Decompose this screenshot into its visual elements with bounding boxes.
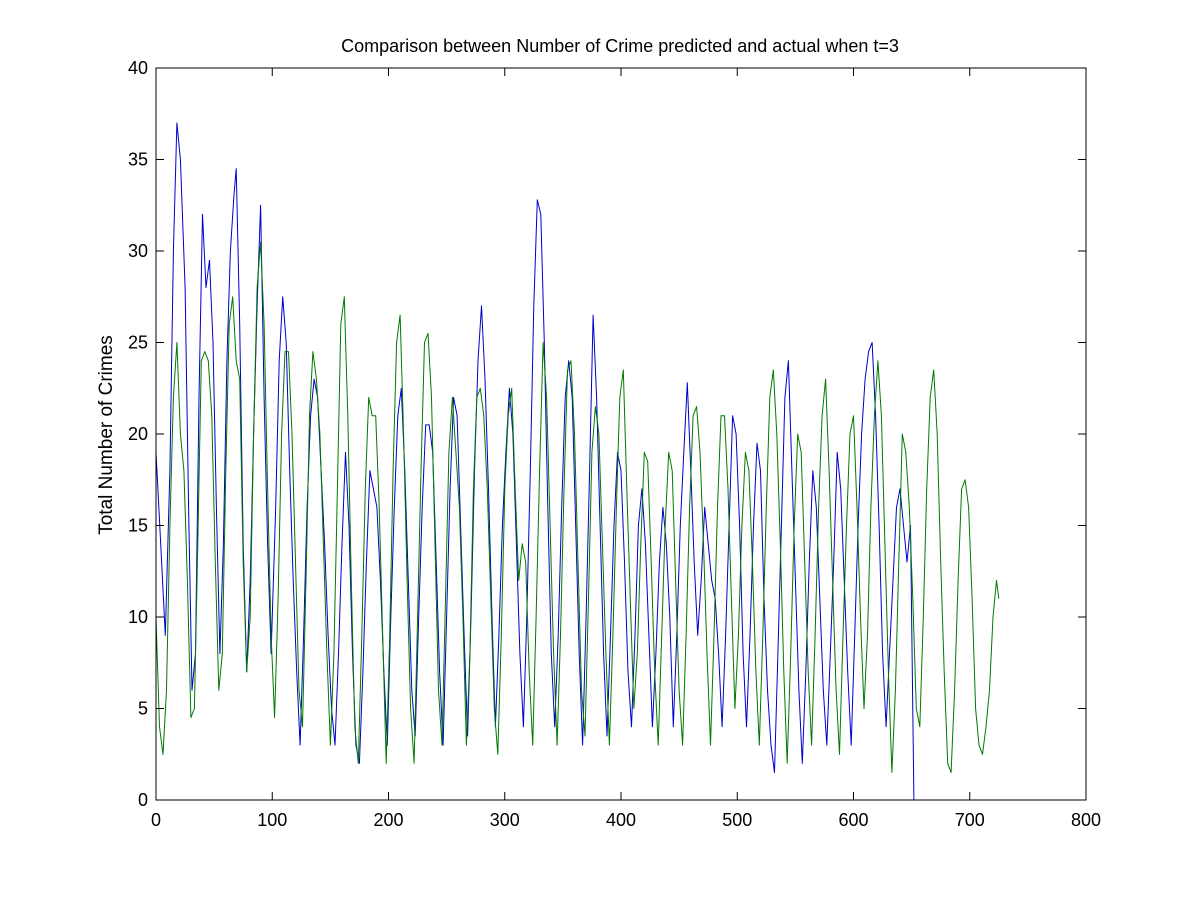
series-layer: [155, 122, 1000, 801]
x-tick-label: 600: [838, 810, 868, 830]
x-tick-label: 200: [373, 810, 403, 830]
y-tick-label: 35: [128, 150, 148, 170]
y-tick-label: 20: [128, 424, 148, 444]
y-tick-label: 10: [128, 607, 148, 627]
y-tick-label: 5: [138, 699, 148, 719]
y-tick-label: 30: [128, 241, 148, 261]
x-tick-label: 700: [955, 810, 985, 830]
y-tick-label: 15: [128, 516, 148, 536]
y-tick-label: 25: [128, 333, 148, 353]
x-tick-label: 800: [1071, 810, 1101, 830]
chart-title: Comparison between Number of Crime predi…: [341, 36, 899, 56]
plot-frame: [155, 67, 1087, 801]
y-tick-label: 40: [128, 58, 148, 78]
x-tick-label: 300: [490, 810, 520, 830]
axes-layer: 0 100 200 300 400 500 600 700 800 0 5 10 15 20 25 30 35 4…: [128, 58, 1101, 830]
series-line-2: [155, 241, 1000, 773]
x-tick-label: 0: [151, 810, 161, 830]
y-axis-label: Total Number of Crimes: [96, 335, 117, 535]
y-tick-label: 0: [138, 790, 148, 810]
series-line-1: [155, 122, 915, 801]
x-tick-label: 500: [722, 810, 752, 830]
x-tick-label: 400: [606, 810, 636, 830]
x-tick-label: 100: [257, 810, 287, 830]
